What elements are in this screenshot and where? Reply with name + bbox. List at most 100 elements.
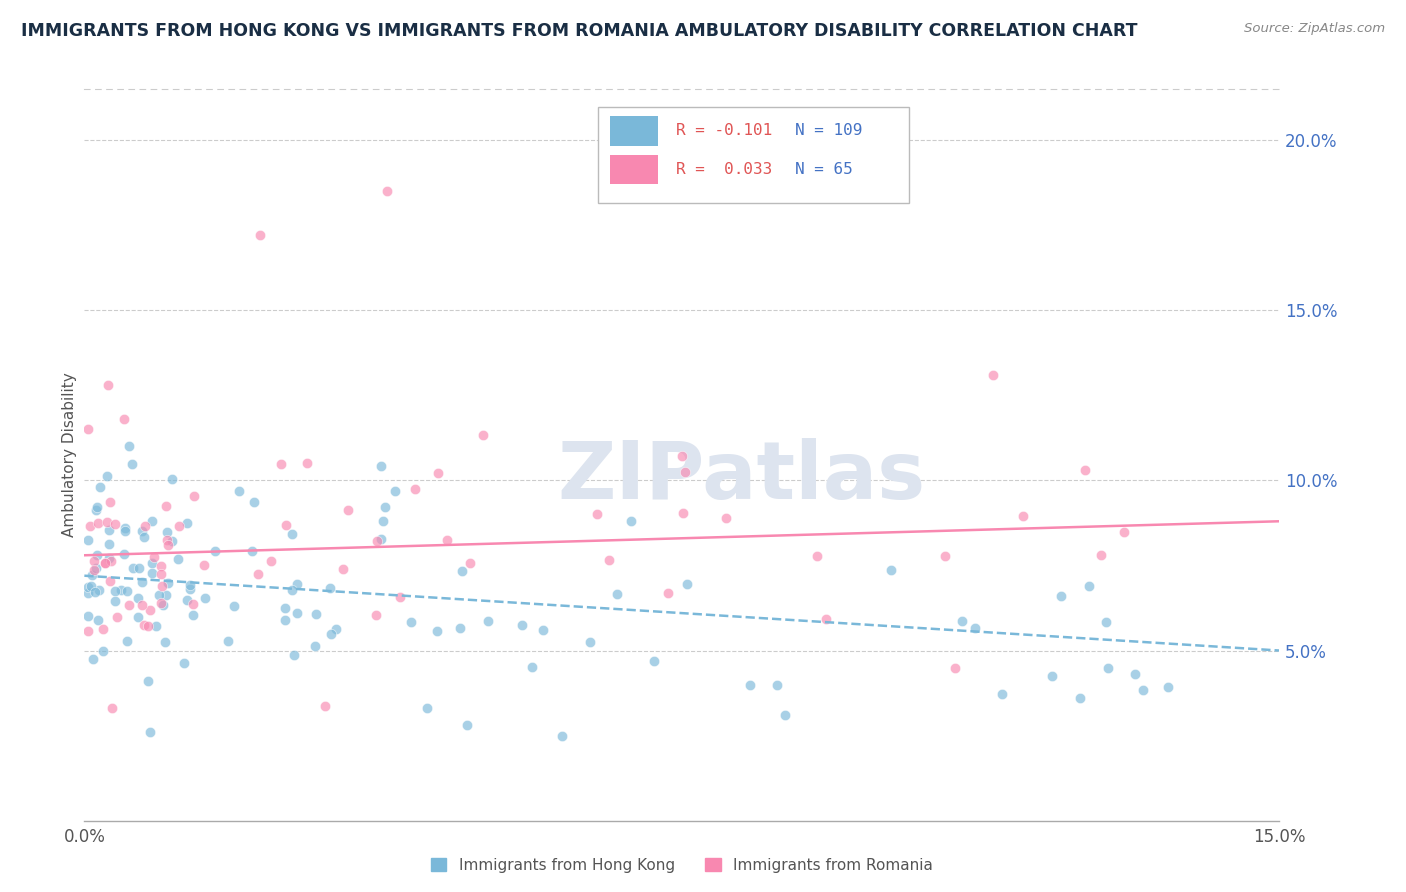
Point xyxy=(204,544,226,558)
Point xyxy=(117,439,139,453)
Point xyxy=(155,500,177,514)
Point xyxy=(181,597,204,611)
Point xyxy=(117,598,139,612)
Point xyxy=(274,518,297,533)
Point xyxy=(295,457,318,471)
Point xyxy=(371,515,394,529)
Point xyxy=(77,609,100,624)
Point xyxy=(765,678,787,692)
Text: R = -0.101: R = -0.101 xyxy=(676,123,772,138)
Point xyxy=(471,427,494,442)
Point xyxy=(156,524,179,539)
Point xyxy=(176,593,198,607)
Point xyxy=(157,538,180,552)
Point xyxy=(260,554,283,568)
Point xyxy=(114,521,136,535)
Point xyxy=(84,503,107,517)
Point xyxy=(314,698,336,713)
Point xyxy=(169,519,191,533)
Point xyxy=(127,609,149,624)
Point xyxy=(96,515,118,529)
Point xyxy=(249,228,271,243)
Point xyxy=(374,500,396,515)
Point xyxy=(131,524,153,538)
Point xyxy=(657,586,679,600)
Point xyxy=(77,422,100,436)
Point xyxy=(149,559,172,574)
Point xyxy=(1097,661,1119,675)
Point xyxy=(138,673,160,688)
Point xyxy=(934,549,956,564)
Point xyxy=(162,472,184,486)
Text: IMMIGRANTS FROM HONG KONG VS IMMIGRANTS FROM ROMANIA AMBULATORY DISABILITY CORRE: IMMIGRANTS FROM HONG KONG VS IMMIGRANTS … xyxy=(21,22,1137,40)
Point xyxy=(77,533,100,547)
Bar xyxy=(610,116,658,145)
Point xyxy=(80,567,103,582)
Point xyxy=(80,579,103,593)
Point xyxy=(91,622,114,636)
Point xyxy=(370,459,392,474)
Point xyxy=(319,581,342,595)
Point xyxy=(179,578,201,592)
Point xyxy=(183,489,205,503)
Point xyxy=(105,609,128,624)
Point xyxy=(160,533,183,548)
Point xyxy=(325,622,347,636)
Point xyxy=(139,725,162,739)
Point xyxy=(389,590,412,604)
Point xyxy=(222,599,245,613)
Point xyxy=(150,596,173,610)
Point xyxy=(138,618,160,632)
Point xyxy=(131,574,153,589)
Point xyxy=(280,582,302,597)
Point xyxy=(426,624,449,638)
Point xyxy=(104,594,127,608)
Bar xyxy=(610,155,658,185)
Point xyxy=(121,457,143,471)
Legend: Immigrants from Hong Kong, Immigrants from Romania: Immigrants from Hong Kong, Immigrants fr… xyxy=(425,852,939,879)
Point xyxy=(399,615,422,630)
Point xyxy=(100,554,122,568)
Point xyxy=(141,514,163,528)
Point xyxy=(104,516,127,531)
Point xyxy=(714,510,737,524)
Point xyxy=(145,619,167,633)
Point xyxy=(86,548,108,562)
Point xyxy=(449,621,471,635)
Point xyxy=(83,554,105,568)
Point xyxy=(153,634,176,648)
Point xyxy=(112,412,135,426)
Point xyxy=(134,530,156,544)
Text: ZIPatlas: ZIPatlas xyxy=(558,438,925,516)
Point xyxy=(375,184,398,198)
Point xyxy=(416,701,439,715)
Point xyxy=(1078,579,1101,593)
Point xyxy=(598,552,620,566)
Point xyxy=(1049,589,1071,603)
Point xyxy=(280,527,302,541)
Point xyxy=(87,582,110,597)
Point xyxy=(98,495,121,509)
Point xyxy=(77,586,100,600)
Point xyxy=(112,547,135,561)
Point xyxy=(943,661,966,675)
Point xyxy=(676,576,699,591)
Point xyxy=(194,591,217,605)
Point xyxy=(458,557,481,571)
Point xyxy=(332,562,354,576)
Point xyxy=(82,652,104,666)
Point xyxy=(83,563,105,577)
Point xyxy=(77,580,100,594)
Point xyxy=(97,550,120,565)
Point xyxy=(578,634,600,648)
Point xyxy=(337,503,360,517)
Point xyxy=(87,516,110,530)
Point xyxy=(242,495,264,509)
Point xyxy=(141,556,163,570)
Point xyxy=(217,634,239,648)
Point xyxy=(1112,525,1135,540)
Point xyxy=(148,588,170,602)
Point xyxy=(436,533,458,547)
Point xyxy=(512,618,534,632)
Point xyxy=(150,578,173,592)
